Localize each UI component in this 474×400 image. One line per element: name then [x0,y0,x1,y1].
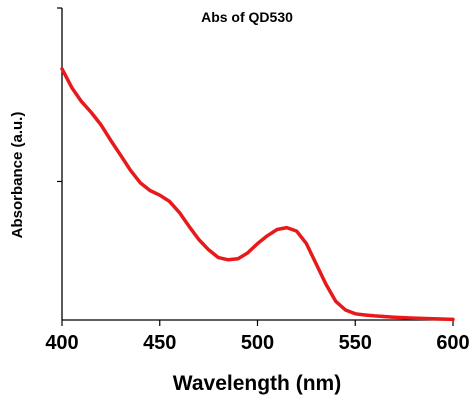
x-tick-label: 600 [436,332,469,354]
x-ticks: 400 450 500 550 600 [45,320,470,354]
x-tick-label: 500 [241,332,274,354]
series-layer [60,67,455,322]
x-axis-title: Wavelength (nm) [173,372,341,395]
x-tick-label: 400 [45,332,78,354]
y-axis-title: Absorbance (a.u.) [9,112,26,239]
y-ticks [57,7,62,183]
x-tick-label: 550 [339,332,372,354]
absorbance-series-line [60,67,455,322]
chart-title: Abs of QD530 [201,9,293,25]
x-tick-label: 450 [143,332,176,354]
plot-area: 400 450 500 550 600 [45,7,470,354]
